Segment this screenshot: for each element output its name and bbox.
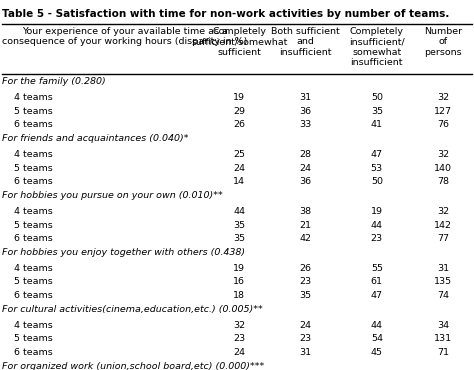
Text: 42: 42	[300, 234, 312, 243]
Text: 61: 61	[371, 278, 383, 286]
Text: 24: 24	[300, 164, 312, 172]
Text: 31: 31	[300, 93, 312, 102]
Text: 31: 31	[300, 348, 312, 357]
Text: 35: 35	[233, 221, 246, 229]
Text: 6 teams: 6 teams	[2, 120, 53, 129]
Text: 6 teams: 6 teams	[2, 234, 53, 243]
Text: 54: 54	[371, 334, 383, 343]
Text: 47: 47	[371, 150, 383, 159]
Text: 78: 78	[437, 177, 449, 186]
Text: 36: 36	[300, 177, 312, 186]
Text: Number
of
persons: Number of persons	[424, 27, 462, 57]
Text: 31: 31	[437, 264, 449, 273]
Text: 23: 23	[233, 334, 246, 343]
Text: 77: 77	[437, 234, 449, 243]
Text: 19: 19	[233, 264, 246, 273]
Text: 5 teams: 5 teams	[2, 334, 53, 343]
Text: 32: 32	[233, 321, 246, 330]
Text: 18: 18	[233, 291, 246, 300]
Text: 47: 47	[371, 291, 383, 300]
Text: 16: 16	[233, 278, 246, 286]
Text: 23: 23	[371, 234, 383, 243]
Text: 131: 131	[434, 334, 452, 343]
Text: 4 teams: 4 teams	[2, 207, 53, 216]
Text: 35: 35	[233, 234, 246, 243]
Text: 76: 76	[437, 120, 449, 129]
Text: 38: 38	[300, 207, 312, 216]
Text: 140: 140	[434, 164, 452, 172]
Text: 5 teams: 5 teams	[2, 278, 53, 286]
Text: 19: 19	[371, 207, 383, 216]
Text: 4 teams: 4 teams	[2, 321, 53, 330]
Text: 35: 35	[371, 107, 383, 115]
Text: 35: 35	[300, 291, 312, 300]
Text: 53: 53	[371, 164, 383, 172]
Text: For hobbies you pursue on your own (0.010)**: For hobbies you pursue on your own (0.01…	[2, 191, 223, 200]
Text: 6 teams: 6 teams	[2, 348, 53, 357]
Text: 5 teams: 5 teams	[2, 164, 53, 172]
Text: 24: 24	[300, 321, 312, 330]
Text: Completely
sufficient/somewhat
sufficient: Completely sufficient/somewhat sufficien…	[191, 27, 288, 57]
Text: 71: 71	[437, 348, 449, 357]
Text: 24: 24	[233, 164, 246, 172]
Text: 44: 44	[371, 221, 383, 229]
Text: For hobbies you enjoy together with others (0.438): For hobbies you enjoy together with othe…	[2, 248, 246, 257]
Text: Table 5 - Satisfaction with time for non-work activities by number of teams.: Table 5 - Satisfaction with time for non…	[2, 9, 450, 19]
Text: 33: 33	[300, 120, 312, 129]
Text: 41: 41	[371, 120, 383, 129]
Text: 135: 135	[434, 278, 452, 286]
Text: 5 teams: 5 teams	[2, 221, 53, 229]
Text: 28: 28	[300, 150, 312, 159]
Text: 44: 44	[233, 207, 246, 216]
Text: 32: 32	[437, 207, 449, 216]
Text: 25: 25	[233, 150, 246, 159]
Text: 14: 14	[233, 177, 246, 186]
Text: 44: 44	[371, 321, 383, 330]
Text: 32: 32	[437, 150, 449, 159]
Text: 29: 29	[233, 107, 246, 115]
Text: 142: 142	[434, 221, 452, 229]
Text: 21: 21	[300, 221, 312, 229]
Text: 55: 55	[371, 264, 383, 273]
Text: 32: 32	[437, 93, 449, 102]
Text: 24: 24	[233, 348, 246, 357]
Text: Your experience of your available time as a
consequence of your working hours (d: Your experience of your available time a…	[2, 27, 248, 46]
Text: 23: 23	[300, 334, 312, 343]
Text: 4 teams: 4 teams	[2, 264, 53, 273]
Text: 26: 26	[300, 264, 312, 273]
Text: Completely
insufficient/
somewhat
insufficient: Completely insufficient/ somewhat insuff…	[349, 27, 405, 67]
Text: 50: 50	[371, 177, 383, 186]
Text: 45: 45	[371, 348, 383, 357]
Text: 6 teams: 6 teams	[2, 291, 53, 300]
Text: For friends and acquaintances (0.040)*: For friends and acquaintances (0.040)*	[2, 134, 189, 143]
Text: Both sufficient
and
insufficient: Both sufficient and insufficient	[271, 27, 340, 57]
Text: 26: 26	[233, 120, 246, 129]
Text: 4 teams: 4 teams	[2, 150, 53, 159]
Text: For organized work (union,school board,etc) (0.000)***: For organized work (union,school board,e…	[2, 362, 264, 370]
Text: For cultural activities(cinema,education,etc.) (0.005)**: For cultural activities(cinema,education…	[2, 305, 263, 314]
Text: 4 teams: 4 teams	[2, 93, 53, 102]
Text: 50: 50	[371, 93, 383, 102]
Text: 5 teams: 5 teams	[2, 107, 53, 115]
Text: 127: 127	[434, 107, 452, 115]
Text: 23: 23	[300, 278, 312, 286]
Text: 6 teams: 6 teams	[2, 177, 53, 186]
Text: For the family (0.280): For the family (0.280)	[2, 77, 106, 86]
Text: 34: 34	[437, 321, 449, 330]
Text: 74: 74	[437, 291, 449, 300]
Text: 36: 36	[300, 107, 312, 115]
Text: 19: 19	[233, 93, 246, 102]
